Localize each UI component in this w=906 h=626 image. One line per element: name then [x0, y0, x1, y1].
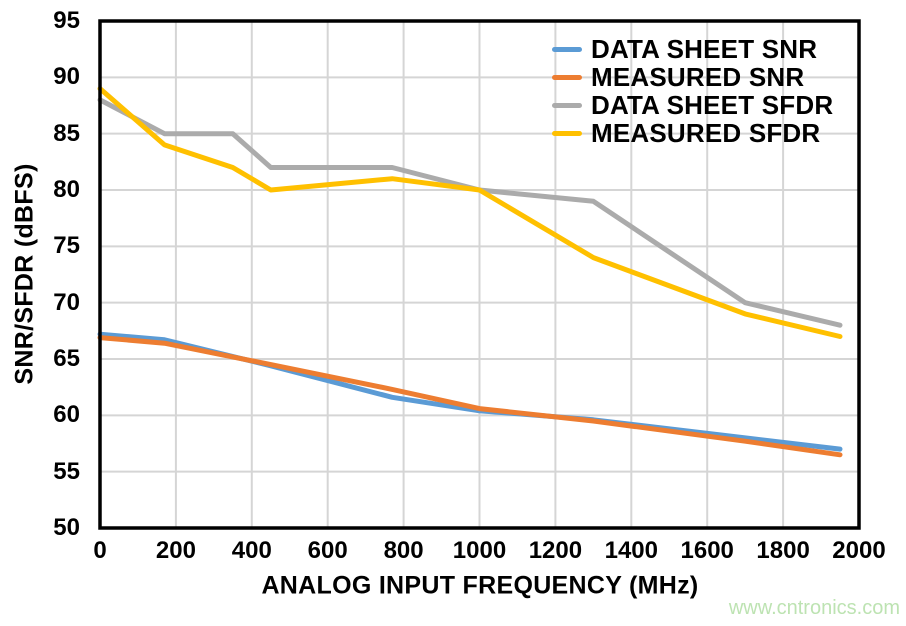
legend-label: MEASURED SNR	[591, 62, 805, 92]
y-tick-label: 85	[53, 119, 80, 147]
series-line-data-sheet-snr	[97, 331, 843, 452]
x-tick-label: 1000	[452, 537, 507, 564]
x-tick-label: 200	[155, 537, 196, 564]
x-tick-label: 0	[93, 537, 107, 564]
series-line-measured-snr	[97, 335, 843, 458]
x-tick-label: 1200	[528, 537, 583, 564]
legend-line-swatch-blue	[552, 46, 582, 52]
legend-line-swatch-yellow	[552, 130, 582, 136]
y-tick-label: 80	[53, 176, 80, 203]
legend-item-measured-sfdr: MEASURED SFDR	[552, 119, 833, 147]
legend-line-swatch-orange	[552, 74, 582, 80]
y-tick-label: 55	[53, 457, 80, 485]
y-tick-label: 95	[53, 7, 80, 34]
watermark-text: www.cntronics.com	[728, 597, 900, 619]
x-tick-label: 1400	[604, 537, 658, 564]
x-tick-label: 800	[383, 537, 424, 564]
legend-label: MEASURED SFDR	[591, 118, 821, 148]
x-tick-label: 1600	[680, 537, 734, 564]
y-tick-label: 65	[53, 345, 80, 372]
x-tick-label: 600	[307, 537, 348, 564]
x-tick-label: 2000	[832, 537, 886, 564]
legend-item-data-sheet-snr: DATA SHEET SNR	[552, 35, 833, 63]
x-tick-label: 400	[231, 537, 272, 564]
series-line-data-sheet-sfdr	[97, 97, 843, 328]
plot-frame	[98, 19, 861, 530]
y-tick-label: 60	[53, 401, 80, 429]
legend: DATA SHEET SNR MEASURED SNR DATA SHEET S…	[552, 35, 833, 147]
y-tick-label: 50	[53, 514, 80, 541]
y-tick-label: 75	[53, 232, 80, 260]
x-tick-label: 1800	[756, 537, 810, 564]
legend-item-measured-snr: MEASURED SNR	[552, 63, 833, 91]
legend-label: DATA SHEET SNR	[591, 34, 818, 64]
y-tick-label: 90	[53, 63, 80, 91]
legend-item-data-sheet-sfdr: DATA SHEET SFDR	[552, 91, 833, 119]
y-tick-label: 70	[53, 288, 80, 316]
legend-line-swatch-gray	[552, 102, 582, 108]
x-axis-title: ANALOG INPUT FREQUENCY (MHz)	[261, 571, 699, 600]
series-line-measured-sfdr	[97, 86, 843, 339]
legend-label: DATA SHEET SFDR	[591, 90, 834, 120]
